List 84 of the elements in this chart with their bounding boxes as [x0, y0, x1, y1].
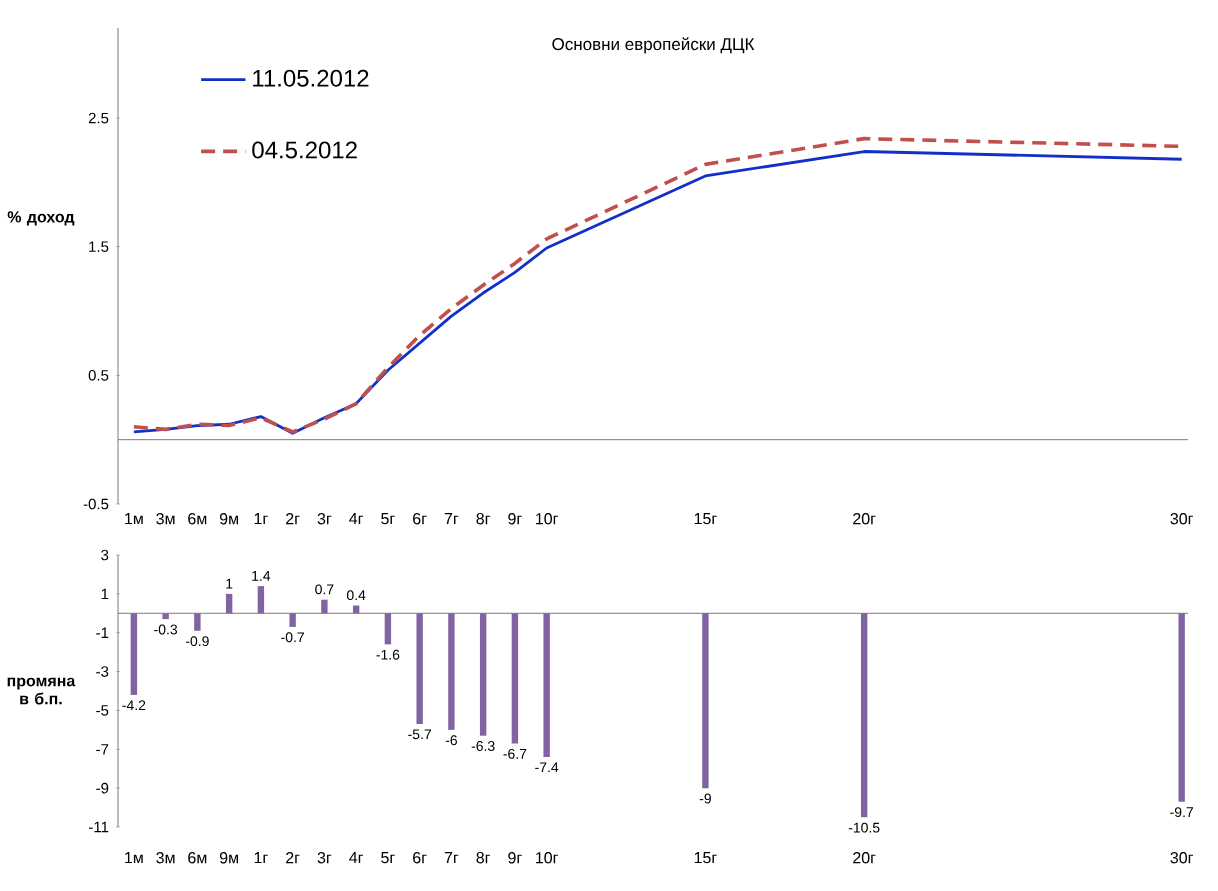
- x-tick-label: 6г: [413, 852, 427, 864]
- x-tick-label: 4г: [349, 852, 364, 864]
- x-tick-label: 6м: [188, 513, 207, 525]
- x-tick-label: 3г: [317, 513, 332, 525]
- x-tick-label: 20г: [853, 513, 876, 525]
- data-label: -6.3: [471, 741, 495, 751]
- x-tick-label: 30г: [1170, 513, 1194, 525]
- data-label: -4.2: [122, 700, 146, 711]
- bar: [130, 613, 138, 695]
- bar: [416, 613, 423, 725]
- x-tick-label: 5г: [381, 852, 395, 864]
- data-label: 1: [226, 578, 233, 589]
- data-label: 0.7: [315, 584, 334, 595]
- data-label: -0.3: [154, 624, 178, 635]
- bar: [321, 599, 328, 614]
- bar: [257, 586, 265, 614]
- legend-label: 04.5.2012: [252, 141, 357, 159]
- x-tick-label: 8г: [476, 852, 491, 864]
- bar: [162, 613, 169, 620]
- y-tick-label: -7: [96, 744, 109, 755]
- data-label: -7.4: [535, 762, 559, 773]
- x-tick-label: 7г: [444, 513, 459, 525]
- y-tick-label: 1: [101, 588, 109, 600]
- x-tick-label: 9м: [219, 852, 238, 864]
- x-tick-label: 30г: [1170, 852, 1194, 864]
- text: Основни европейски ДЦК: [552, 37, 755, 54]
- y-tick-label: 3: [101, 549, 109, 561]
- data-label: -9: [699, 793, 711, 804]
- y-tick-label: -5: [96, 705, 109, 716]
- x-tick-label: 1г: [254, 513, 268, 525]
- x-tick-label: 15г: [694, 852, 717, 864]
- data-label: -10.5: [848, 822, 880, 833]
- x-tick-label: 15г: [694, 513, 717, 525]
- bar: [384, 613, 392, 645]
- x-tick-label: 6м: [188, 852, 207, 864]
- x-tick-label: 10г: [536, 852, 558, 864]
- bar: [1178, 613, 1185, 802]
- y-tick-label: -0.5: [83, 498, 109, 510]
- y-tick-label: -11: [89, 821, 109, 833]
- x-tick-label: 1м: [125, 513, 143, 525]
- x-tick-label: 5г: [381, 513, 395, 525]
- x-tick-label: 9м: [219, 513, 238, 525]
- y-tick-label: -1: [96, 627, 109, 638]
- bar: [702, 613, 709, 789]
- data-label: 0.4: [346, 590, 366, 601]
- x-tick-label: 9г: [508, 513, 522, 525]
- data-label: -5.7: [408, 729, 431, 740]
- bar: [543, 613, 550, 758]
- x-tick-label: 20г: [853, 852, 876, 864]
- bar: [225, 593, 233, 614]
- bar: [448, 613, 455, 730]
- x-tick-label: 1г: [254, 852, 268, 864]
- bar: [860, 613, 868, 818]
- x-tick-label: 10г: [536, 513, 558, 525]
- data-label: -9.7: [1170, 807, 1194, 818]
- x-tick-label: 3м: [156, 852, 175, 864]
- y-axis-title: % доход: [7, 211, 75, 226]
- x-tick-label: 2г: [286, 852, 300, 864]
- y-axis-title: промяна в б.п.: [7, 677, 76, 705]
- y-tick-label: 1.5: [89, 241, 109, 252]
- x-tick-label: 3г: [317, 852, 332, 864]
- bar: [511, 613, 519, 744]
- y-tick-label: 2.5: [88, 112, 109, 124]
- data-label: -6: [445, 735, 457, 746]
- bar: [479, 613, 487, 736]
- bar: [289, 613, 296, 627]
- bar: [194, 613, 201, 631]
- x-tick-label: 7г: [444, 852, 459, 864]
- y-tick-label: -3: [96, 666, 109, 677]
- data-label: -1.6: [376, 649, 400, 660]
- data-label: 1.4: [252, 571, 271, 581]
- data-label: -6.7: [503, 748, 527, 759]
- data-label: -0.9: [185, 636, 209, 647]
- x-tick-label: 4г: [349, 513, 364, 525]
- x-tick-label: 8г: [476, 513, 491, 525]
- y-tick-label: -9: [96, 782, 109, 794]
- x-tick-label: 3м: [156, 513, 175, 525]
- y-tick-label: 0.5: [88, 370, 109, 381]
- legend-label: 11.05.2012: [253, 69, 369, 87]
- x-tick-label: 1м: [125, 852, 143, 864]
- x-tick-label: 6г: [413, 513, 427, 525]
- x-tick-label: 2г: [286, 513, 300, 525]
- data-label: -0.7: [281, 632, 304, 643]
- x-tick-label: 9г: [508, 852, 522, 864]
